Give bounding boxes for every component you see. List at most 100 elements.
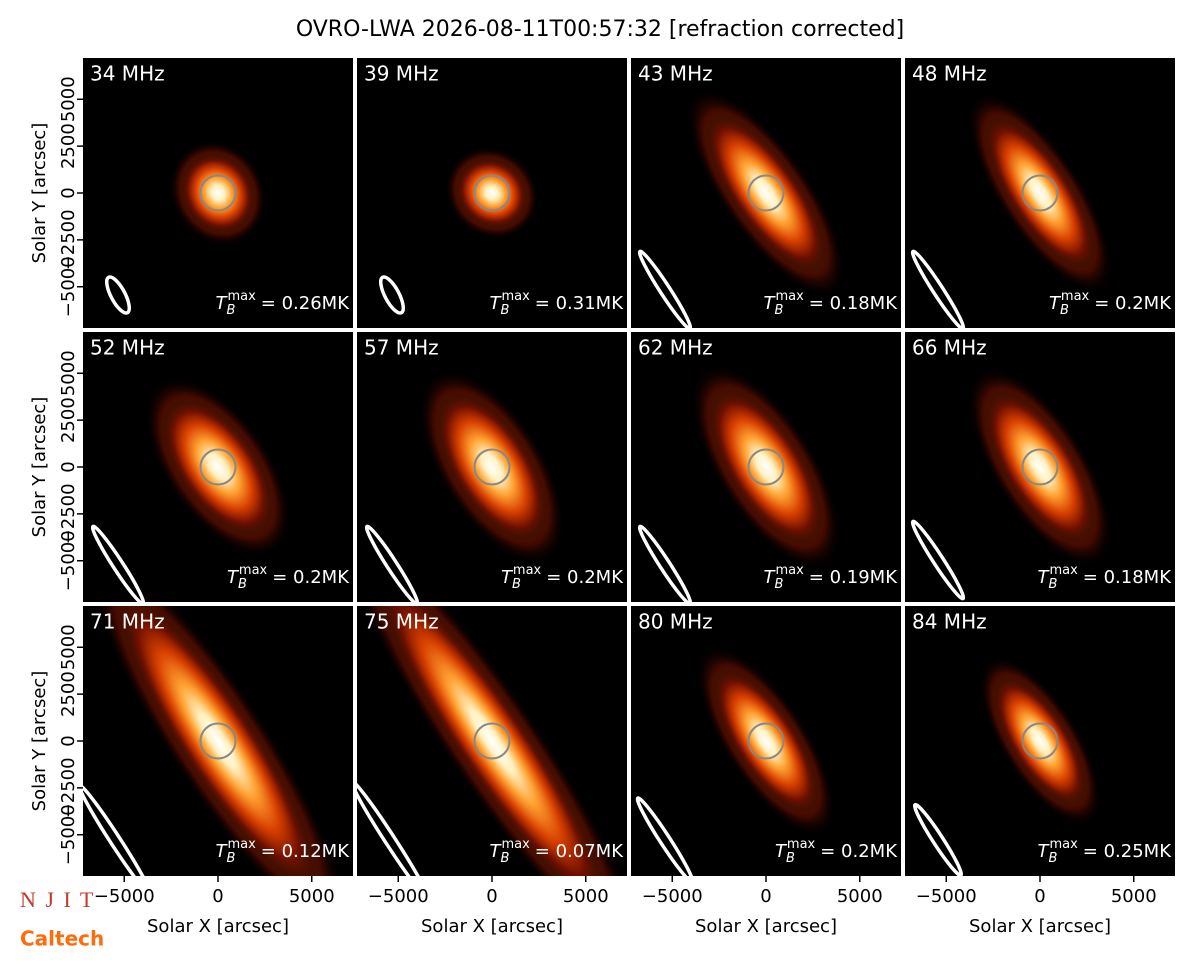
solar-disk [199, 448, 237, 486]
annotation-text: = 0.18MK [809, 293, 898, 314]
annotation-sub: B [1060, 303, 1069, 318]
annotation-text: = 0.18MK [1083, 567, 1172, 588]
annotation-sup: max [787, 837, 816, 852]
annotation-sub: B [512, 577, 521, 592]
solar-disk [1021, 722, 1059, 760]
x-tick-label: 5000 [1111, 886, 1157, 907]
annotation-symbol: T [1038, 567, 1051, 588]
annotation-text: = 0.12MK [261, 841, 350, 862]
annotation-sub: B [227, 851, 236, 866]
panel [83, 606, 353, 876]
y-tick-label: −2500 [58, 757, 79, 818]
emission [455, 157, 529, 229]
panel-label: 43 MHz [638, 62, 713, 86]
y-tick-label: 2500 [58, 397, 79, 443]
beam [90, 524, 146, 602]
annotation-symbol: T [490, 293, 503, 314]
solar-disk [1021, 448, 1059, 486]
annotation-symbol: T [216, 841, 229, 862]
beam [910, 249, 966, 328]
x-tick-label: −5000 [916, 886, 977, 907]
annotation-symbol: T [1038, 841, 1051, 862]
annotation: TBmax = 0.07MK [490, 837, 625, 866]
annotation-sub: B [238, 577, 247, 592]
logo-caltech: Caltech [20, 927, 104, 951]
emission [435, 391, 549, 543]
beam [910, 519, 966, 601]
emission [992, 675, 1088, 807]
y-tick-label: 5000 [58, 76, 79, 122]
y-tick-label: 5000 [58, 624, 79, 670]
panel-label: 57 MHz [364, 336, 439, 360]
y-axis-label: Solar Y [arcsec] [29, 671, 50, 812]
annotation: TBmax = 0.26MK [216, 289, 351, 318]
emission [984, 115, 1096, 271]
y-axis-label: Solar Y [arcsec] [29, 123, 50, 264]
panel-label: 84 MHz [912, 610, 987, 634]
annotation-sup: max [1061, 289, 1090, 304]
annotation-sup: max [775, 563, 804, 578]
y-tick-label: 2500 [58, 123, 79, 169]
solar-disk [473, 174, 511, 212]
annotation-text: = 0.2MK [820, 841, 898, 862]
annotation-text: = 0.2MK [546, 567, 624, 588]
annotation-symbol: T [764, 293, 777, 314]
panel [357, 332, 627, 602]
x-axis-label: Solar X [arcsec] [969, 916, 1111, 937]
beam [357, 779, 431, 876]
annotation: TBmax = 0.12MK [216, 837, 351, 866]
annotation-sup: max [1049, 563, 1078, 578]
x-tick-label: 0 [212, 886, 223, 907]
panel [357, 58, 627, 328]
annotation: TBmax = 0.2MK [775, 837, 898, 866]
panel-label: 34 MHz [90, 62, 165, 86]
annotation-text: = 0.25MK [1083, 841, 1172, 862]
beam [364, 524, 420, 602]
annotation-sub: B [501, 851, 510, 866]
solar-disk [747, 174, 785, 212]
x-tick-label: −5000 [642, 886, 703, 907]
annotation-sup: max [227, 289, 256, 304]
annotation-text: = 0.2MK [272, 567, 350, 588]
x-tick-label: 0 [1034, 886, 1045, 907]
solar-disk [1021, 174, 1059, 212]
panel-label: 48 MHz [912, 62, 987, 86]
solar-disk [199, 174, 237, 212]
figure-title: OVRO-LWA 2026-08-11T00:57:32 [refraction… [296, 17, 904, 42]
annotation-symbol: T [764, 567, 777, 588]
x-axis-label: Solar X [arcsec] [695, 916, 837, 937]
panel-label: 62 MHz [638, 336, 713, 360]
y-tick-label: −5000 [58, 530, 79, 591]
y-tick-label: −2500 [58, 209, 79, 270]
y-axis-label: Solar Y [arcsec] [29, 397, 50, 538]
panel-label: 75 MHz [364, 610, 439, 634]
annotation-text: = 0.07MK [535, 841, 624, 862]
annotation-symbol: T [1049, 293, 1062, 314]
y-tick-label: 0 [58, 735, 79, 746]
y-tick-label: −5000 [58, 804, 79, 865]
annotation-sub: B [775, 303, 784, 318]
annotation-sub: B [501, 303, 510, 318]
y-tick-label: 2500 [58, 671, 79, 717]
panel-label: 80 MHz [638, 610, 713, 634]
panel-label: 52 MHz [90, 336, 165, 360]
annotation-symbol: T [501, 567, 514, 588]
annotation: TBmax = 0.2MK [227, 563, 350, 592]
annotation-sup: max [501, 837, 530, 852]
y-tick-label: 0 [58, 187, 79, 198]
panel-label: 71 MHz [90, 610, 165, 634]
y-tick-label: −2500 [58, 483, 79, 544]
solar-disk [473, 448, 511, 486]
beam [379, 275, 405, 315]
annotation-text: = 0.31MK [535, 293, 624, 314]
y-tick-label: −5000 [58, 256, 79, 317]
emission [984, 389, 1096, 545]
annotation-sub: B [227, 303, 236, 318]
beam [83, 783, 153, 876]
beam [635, 796, 695, 876]
x-tick-label: −5000 [368, 886, 429, 907]
panel [357, 606, 627, 876]
x-tick-label: 5000 [837, 886, 883, 907]
beam [637, 524, 693, 602]
